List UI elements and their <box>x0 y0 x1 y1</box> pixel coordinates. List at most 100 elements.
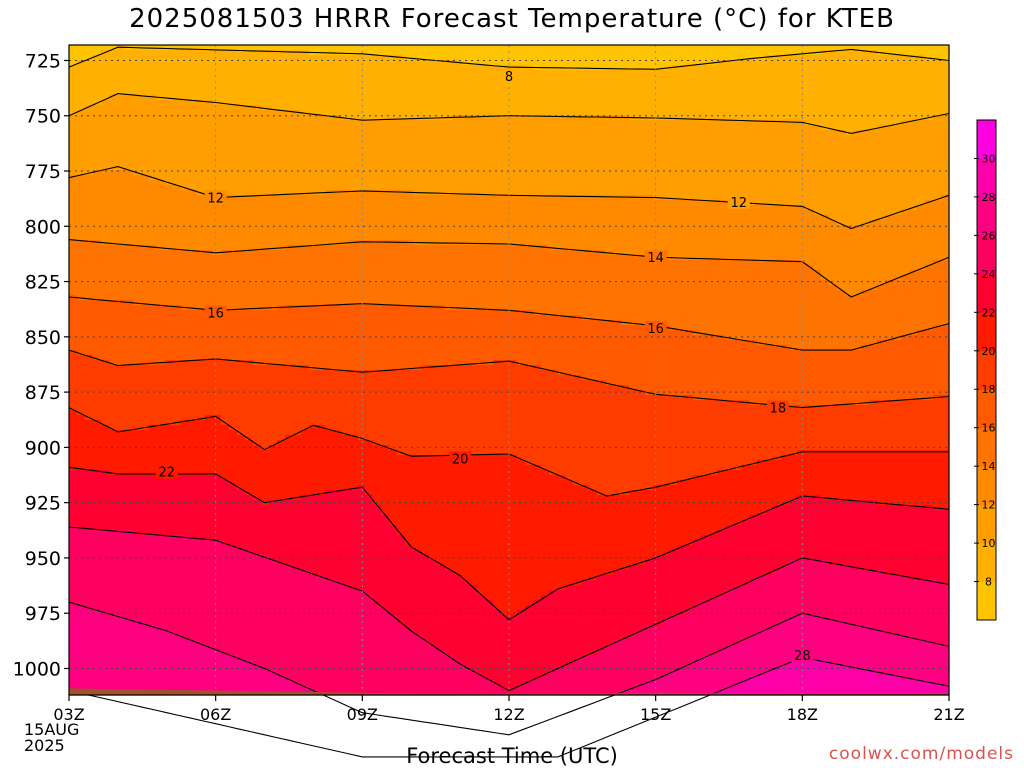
fill-cell <box>109 350 118 356</box>
fill-cell <box>237 215 246 221</box>
fill-cell <box>93 640 102 646</box>
fill-cell <box>325 485 334 491</box>
fill-cell <box>69 250 78 256</box>
fill-cell <box>173 125 182 131</box>
fill-cell <box>365 680 374 686</box>
fill-cell <box>77 575 86 581</box>
fill-cell <box>85 425 94 431</box>
fill-cell <box>93 300 102 306</box>
fill-cell <box>205 500 214 506</box>
fill-cell <box>109 320 118 326</box>
fill-cell <box>253 620 262 626</box>
fill-cell <box>373 225 382 231</box>
fill-cell <box>157 645 166 651</box>
fill-cell <box>165 685 174 691</box>
fill-cell <box>317 315 326 321</box>
fill-cell <box>133 80 142 86</box>
fill-cell <box>325 585 334 591</box>
fill-cell <box>157 405 166 411</box>
fill-cell <box>229 105 238 111</box>
fill-cell <box>349 245 358 251</box>
fill-cell <box>205 550 214 556</box>
fill-cell <box>181 65 190 71</box>
fill-cell <box>173 675 182 681</box>
fill-cell <box>77 540 86 546</box>
fill-cell <box>117 95 126 101</box>
fill-cell <box>349 70 358 76</box>
fill-cell <box>109 535 118 541</box>
fill-cell <box>269 530 278 536</box>
fill-cell <box>317 535 326 541</box>
fill-cell <box>197 260 206 266</box>
fill-cell <box>285 75 294 81</box>
fill-cell <box>333 160 342 166</box>
fill-cell <box>205 240 214 246</box>
fill-cell <box>301 655 310 661</box>
fill-cell <box>205 400 214 406</box>
fill-cell <box>69 455 78 461</box>
fill-cell <box>285 90 294 96</box>
fill-cell <box>237 55 246 61</box>
fill-cell <box>141 140 150 146</box>
fill-cell <box>197 545 206 551</box>
fill-cell <box>357 405 366 411</box>
fill-cell <box>365 515 374 521</box>
fill-cell <box>325 70 334 76</box>
fill-cell <box>325 310 334 316</box>
fill-cell <box>149 585 158 591</box>
fill-cell <box>301 175 310 181</box>
fill-cell <box>349 470 358 476</box>
fill-cell <box>293 575 302 581</box>
fill-cell <box>205 60 214 66</box>
fill-cell <box>309 370 318 376</box>
fill-cell <box>261 675 270 681</box>
fill-cell <box>109 480 118 486</box>
fill-cell <box>93 195 102 201</box>
fill-cell <box>189 140 198 146</box>
fill-cell <box>245 460 254 466</box>
fill-cell <box>77 185 86 191</box>
fill-cell <box>229 505 238 511</box>
fill-cell <box>269 70 278 76</box>
fill-cell <box>277 545 286 551</box>
fill-cell <box>301 170 310 176</box>
fill-cell <box>253 680 262 686</box>
fill-cell <box>317 395 326 401</box>
fill-cell <box>245 665 254 671</box>
fill-cell <box>261 125 270 131</box>
fill-cell <box>357 685 366 691</box>
fill-cell <box>357 110 366 116</box>
fill-cell <box>253 80 262 86</box>
fill-cell <box>349 565 358 571</box>
fill-cell <box>365 390 374 396</box>
fill-cell <box>173 70 182 76</box>
fill-cell <box>229 115 238 121</box>
fill-cell <box>85 195 94 201</box>
fill-cell <box>213 520 222 526</box>
fill-cell <box>133 225 142 231</box>
fill-cell <box>333 385 342 391</box>
fill-cell <box>69 280 78 286</box>
fill-cell <box>309 630 318 636</box>
fill-cell <box>109 590 118 596</box>
fill-cell <box>197 570 206 576</box>
fill-cell <box>221 585 230 591</box>
fill-cell <box>229 665 238 671</box>
fill-cell <box>93 590 102 596</box>
fill-cell <box>269 540 278 546</box>
fill-cell <box>301 200 310 206</box>
fill-cell <box>221 160 230 166</box>
fill-cell <box>357 370 366 376</box>
fill-cell <box>197 580 206 586</box>
fill-cell <box>325 225 334 231</box>
fill-cell <box>101 520 110 526</box>
fill-cell <box>349 55 358 61</box>
fill-cell <box>197 130 206 136</box>
fill-cell <box>189 430 198 436</box>
fill-cell <box>141 350 150 356</box>
fill-cell <box>189 295 198 301</box>
fill-cell <box>69 200 78 206</box>
fill-cell <box>101 440 110 446</box>
fill-cell <box>157 590 166 596</box>
fill-cell <box>365 640 374 646</box>
